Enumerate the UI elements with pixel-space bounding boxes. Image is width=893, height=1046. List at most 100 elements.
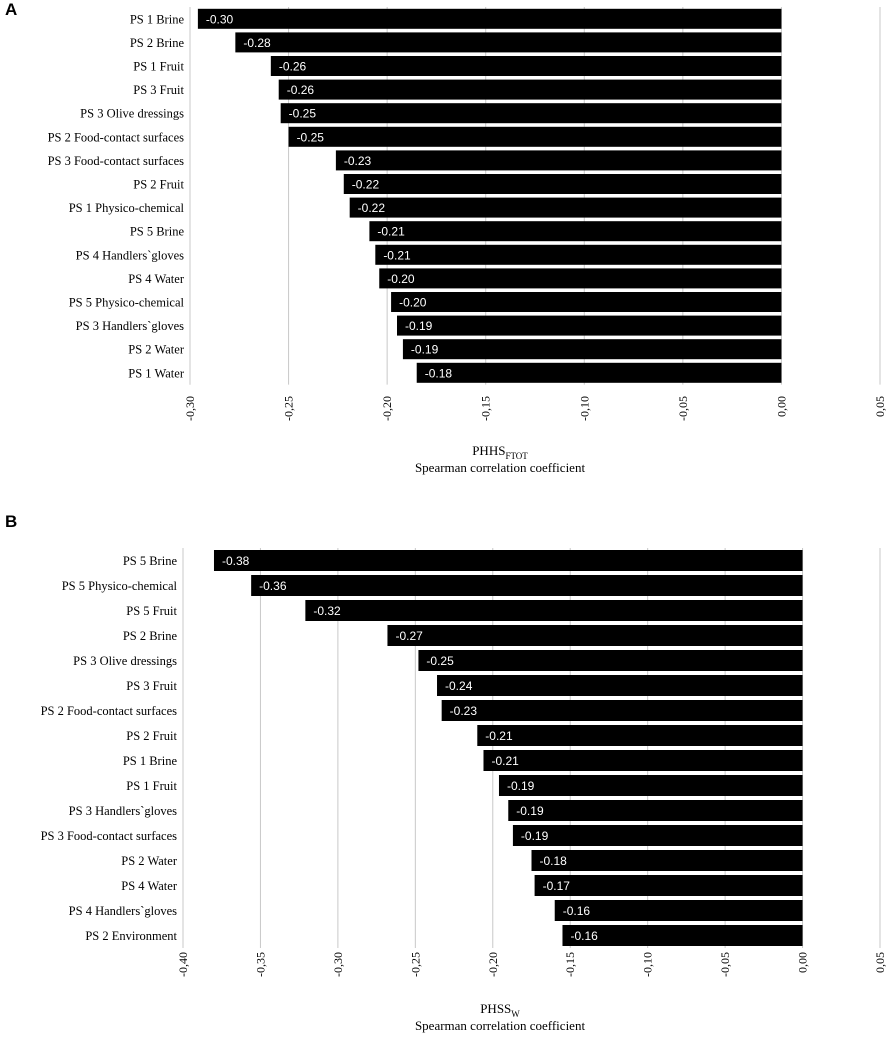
bar — [251, 575, 803, 596]
x-tick-label: -0,20 — [486, 952, 500, 977]
data-label: -0.28 — [243, 36, 271, 50]
category-label: PS 4 Water — [121, 879, 178, 893]
bar — [349, 197, 782, 218]
x-tick-label: -0,30 — [331, 952, 345, 977]
data-label: -0.25 — [289, 107, 317, 121]
data-label: -0.24 — [445, 679, 473, 693]
bar — [369, 221, 782, 242]
data-label: -0.20 — [387, 272, 415, 286]
chart-panel-a: -0,30 -0,25 -0,20 -0,15 -0,10 -0,05 0,00 0,05 PS… — [48, 7, 887, 475]
bar — [387, 625, 803, 646]
bar — [416, 362, 782, 383]
bar — [305, 600, 803, 621]
x-tick-label: -0,15 — [563, 952, 577, 977]
bar — [335, 150, 782, 171]
data-label: -0.23 — [344, 154, 372, 168]
category-label: PS 1 Fruit — [126, 779, 177, 793]
category-label: PS 2 Brine — [123, 629, 178, 643]
category-label: PS 3 Food-contact surfaces — [41, 829, 178, 843]
x-axis-title: PHHSFTOT — [472, 443, 528, 461]
data-label: -0.30 — [206, 12, 234, 26]
bar — [278, 79, 782, 100]
bar — [508, 800, 803, 821]
data-label: -0.26 — [287, 83, 315, 97]
data-label: -0.19 — [521, 829, 549, 843]
data-label: -0.16 — [563, 904, 591, 918]
bar — [397, 315, 782, 336]
x-tick-label: 0,00 — [796, 952, 810, 973]
data-label: -0.19 — [411, 343, 439, 357]
category-label: PS 1 Water — [128, 366, 185, 380]
data-label: -0.19 — [516, 804, 544, 818]
data-label: -0.26 — [279, 60, 307, 74]
category-label: PS 2 Food-contact surfaces — [41, 704, 178, 718]
bar — [498, 775, 803, 796]
bar — [379, 268, 782, 289]
data-label: -0.32 — [313, 604, 341, 618]
data-label: -0.21 — [377, 225, 405, 239]
data-label: -0.22 — [358, 201, 386, 215]
category-label: PS 3 Olive dressings — [80, 107, 184, 121]
category-label: PS 2 Water — [128, 343, 185, 357]
bar — [391, 292, 782, 312]
bar — [270, 56, 782, 76]
x-tick-label: -0,40 — [176, 952, 190, 977]
x-tick-label: -0,35 — [253, 952, 267, 977]
data-label: -0.19 — [405, 319, 433, 333]
category-label: PS 3 Food-contact surfaces — [48, 154, 185, 168]
panel-label-a: A — [5, 0, 18, 19]
data-label: -0.20 — [399, 296, 427, 310]
data-label: -0.25 — [426, 654, 454, 668]
category-label: PS 1 Brine — [130, 12, 185, 26]
bar — [375, 244, 782, 265]
x-axis-title-line2: Spearman correlation coefficient — [415, 1018, 586, 1033]
bar — [418, 650, 803, 671]
category-label: PS 5 Brine — [123, 554, 178, 568]
x-tick-label: -0,25 — [282, 396, 296, 421]
category-label: PS 4 Handlers`gloves — [76, 248, 184, 262]
data-label: -0.21 — [383, 248, 411, 262]
category-label: PS 5 Physico-chemical — [62, 579, 178, 593]
category-label: PS 1 Physico-chemical — [69, 201, 185, 215]
category-label: PS 1 Brine — [123, 754, 178, 768]
x-tick-label: -0,25 — [408, 952, 422, 977]
data-label: -0.22 — [352, 178, 380, 192]
category-label: PS 3 Olive dressings — [73, 654, 177, 668]
bar — [343, 174, 782, 194]
x-tick-label: 0,00 — [774, 396, 788, 417]
bar — [402, 339, 782, 360]
data-label: -0.18 — [540, 854, 568, 868]
data-label: -0.21 — [485, 729, 513, 743]
x-axis-title-line2: Spearman correlation coefficient — [415, 460, 586, 475]
x-axis-title: PHSSW — [480, 1001, 520, 1019]
x-tick-label: -0,30 — [183, 396, 197, 421]
bar — [441, 700, 803, 721]
category-label: PS 5 Physico-chemical — [69, 296, 185, 310]
data-label: -0.23 — [450, 704, 478, 718]
data-label: -0.36 — [259, 579, 287, 593]
x-tick-label: 0,05 — [873, 396, 887, 417]
data-label: -0.38 — [222, 554, 250, 568]
bar — [534, 875, 803, 896]
bar — [512, 825, 803, 846]
bar — [437, 675, 803, 696]
category-label: PS 1 Fruit — [133, 60, 184, 74]
category-label: PS 3 Fruit — [126, 679, 177, 693]
chart-panel-b: -0,40 -0,35 -0,30 -0,25 -0,20 -0,15 -0,10 -0,05… — [41, 548, 887, 1033]
category-label: PS 2 Water — [121, 854, 178, 868]
category-label: PS 2 Food-contact surfaces — [48, 130, 185, 144]
x-tick-label: -0,05 — [676, 396, 690, 421]
bar — [554, 900, 803, 921]
bar — [197, 8, 782, 29]
data-label: -0.17 — [543, 879, 571, 893]
bar — [280, 103, 782, 124]
x-tick-label: -0,15 — [479, 396, 493, 421]
category-label: PS 4 Handlers`gloves — [69, 904, 177, 918]
bar — [213, 550, 803, 571]
category-label: PS 3 Handlers`gloves — [69, 804, 177, 818]
category-label: PS 2 Fruit — [133, 178, 184, 192]
bar — [531, 850, 803, 871]
bar — [288, 126, 782, 147]
category-label: PS 3 Handlers`gloves — [76, 319, 184, 333]
x-tick-label: -0,10 — [641, 952, 655, 977]
